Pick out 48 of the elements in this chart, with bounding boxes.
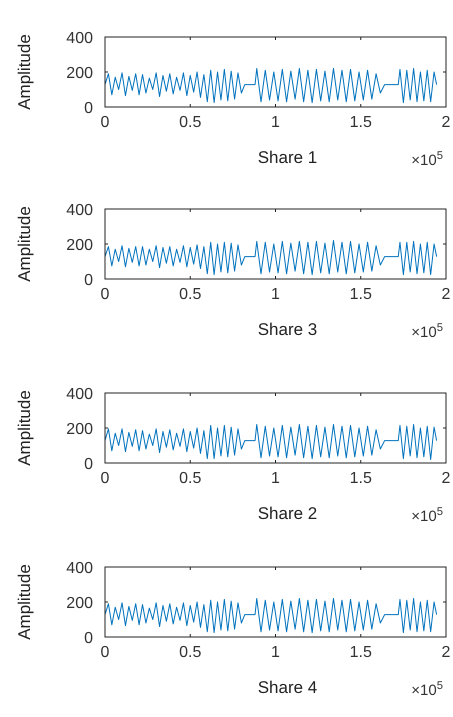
x-tick-label: 0 — [100, 470, 110, 487]
y-tick-label: 400 — [66, 202, 94, 219]
x-tick-label: 0.5 — [179, 470, 202, 487]
x-tick-label: 1.5 — [350, 470, 372, 487]
line-series — [104, 68, 438, 104]
x-tick-label: 1.5 — [350, 644, 372, 661]
y-tick-label: 0 — [84, 630, 94, 647]
y-tick-label: 200 — [66, 65, 94, 82]
line-series — [104, 424, 438, 460]
x-axis-title: Share 3 — [258, 320, 318, 339]
x-axis-title: Share 4 — [258, 678, 318, 697]
text: ×10$^{5}$ — [411, 150, 443, 169]
text: ×10$^{5}$ — [411, 322, 443, 341]
x-tick-label: 2 — [442, 286, 451, 303]
x-axis-title: Share 1 — [258, 148, 318, 167]
x-tick-label: 0.5 — [179, 644, 202, 661]
x-tick-label: 1 — [271, 114, 280, 131]
x-tick-label: 0.5 — [179, 286, 202, 303]
text: ×10$^{5}$ — [411, 680, 443, 699]
y-axis-title: Amplitude — [15, 34, 34, 110]
x-tick-label: 0 — [100, 286, 110, 303]
x-tick-label: 1.5 — [350, 114, 372, 131]
x-tick-label: 1 — [271, 286, 280, 303]
x-tick-label: 2 — [442, 644, 451, 661]
y-tick-label: 400 — [66, 386, 94, 403]
x-tick-label: 0 — [100, 644, 110, 661]
y-tick-label: 0 — [84, 272, 94, 289]
x-tick-label: 2 — [442, 114, 451, 131]
x-tick-label: 2 — [442, 470, 451, 487]
line-series — [104, 598, 438, 634]
y-tick-label: 200 — [66, 237, 94, 254]
y-axis-title: Amplitude — [15, 390, 34, 466]
y-tick-label: 0 — [84, 456, 94, 473]
x-tick-label: 1 — [271, 470, 280, 487]
y-tick-label: 400 — [66, 560, 94, 577]
x-tick-label: 1 — [271, 644, 280, 661]
y-tick-label: 0 — [84, 100, 94, 117]
x-tick-label: 0.5 — [179, 114, 202, 131]
y-tick-label: 400 — [66, 30, 94, 47]
x-tick-label: 0 — [100, 114, 110, 131]
y-tick-label: 200 — [66, 421, 94, 438]
text: ×10$^{5}$ — [411, 506, 443, 525]
x-axis-title: Share 2 — [258, 504, 318, 523]
line-series — [104, 240, 438, 276]
y-axis-title: Amplitude — [15, 206, 34, 282]
y-tick-label: 200 — [66, 595, 94, 612]
x-tick-label: 1.5 — [350, 286, 372, 303]
y-axis-title: Amplitude — [15, 564, 34, 640]
